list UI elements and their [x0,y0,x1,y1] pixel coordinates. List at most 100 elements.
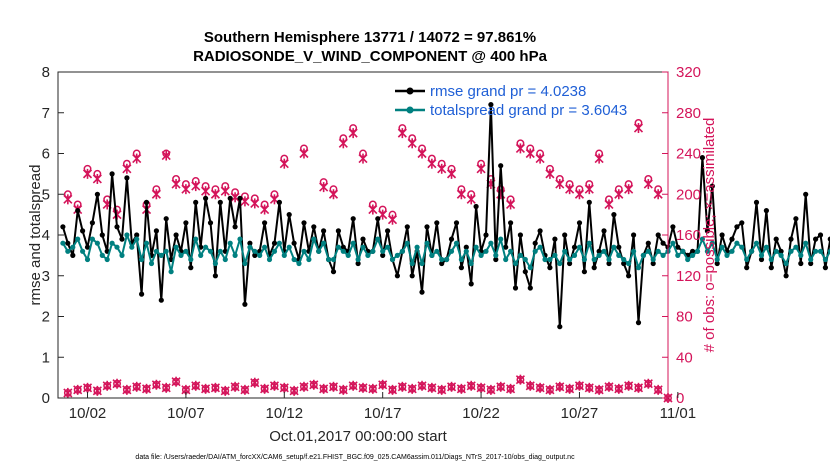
data-file-footnote: data file: /Users/raeder/DAI/ATM_forcXX/… [135,454,575,461]
obs-assimilated-marker [181,184,191,195]
rmse-point [217,199,223,205]
rmse-point [616,244,622,250]
rmse-point [119,236,125,242]
totalspread-point [222,256,228,263]
rmse-point [552,236,558,242]
rmse-point [768,265,774,271]
chart-title-line2: RADIOSONDE_V_WIND_COMPONENT @ 400 hPa [193,48,548,65]
obs-assimilated-marker [614,189,624,200]
totalspread-point [783,260,789,267]
obs-assimilated-marker [210,189,220,200]
totalspread-point [335,244,341,250]
rmse-point [291,240,297,246]
obs-assimilated-marker [633,382,644,393]
y-left-tick-label: 7 [42,105,50,122]
rmse-point [793,216,799,222]
rmse-point [576,220,583,226]
rmse-point [788,236,794,242]
rmse-point [124,175,130,181]
rmse-point [527,285,533,291]
totalspread-point [340,248,346,254]
obs-assimilated-marker [299,148,309,159]
totalspread-point [734,240,740,246]
rmse-point [808,260,814,267]
rmse-point [158,297,164,303]
obs-assimilated-marker [201,383,211,394]
totalspread-point [557,260,563,267]
legend-rmse-marker [406,87,414,95]
obs-assimilated-marker [407,383,417,394]
obs-assimilated-marker [614,383,624,394]
totalspread-point [375,236,381,242]
totalspread-point [188,256,194,263]
rmse-point [655,232,661,238]
obs-assimilated-marker [476,382,486,393]
obs-assimilated-marker [574,380,585,391]
obs-assimilated-marker [496,381,506,392]
rmse-point [385,228,391,234]
totalspread-point [316,248,322,254]
rmse-point [94,191,100,197]
obs-assimilated-marker [250,377,260,388]
totalspread-point [621,256,627,263]
obs-assimilated-marker [368,204,378,215]
obs-assimilated-marker [515,374,525,385]
obs-assimilated-marker [624,380,634,391]
rmse-point [114,224,120,230]
obs-assimilated-marker [220,186,230,197]
totalspread-point [65,248,71,254]
totalspread-point [434,248,440,254]
totalspread-point [670,240,676,246]
totalspread-point [99,252,105,258]
totalspread-point [227,240,233,246]
totalspread-point [744,256,750,263]
totalspread-point [439,256,445,263]
totalspread-point [345,252,351,258]
obs-assimilated-marker [151,189,161,200]
totalspread-point [124,232,130,238]
rmse-point [212,273,218,279]
obs-assimilated-marker [250,198,260,209]
obs-assimilated-marker [555,381,565,392]
totalspread-point [586,240,592,246]
rmse-point [271,240,278,246]
y-left-tick-label: 0 [42,390,50,407]
totalspread-point [330,256,337,263]
rmse-point [139,291,145,297]
y-right-tick-label: 160 [676,227,701,244]
obs-assimilated-marker [446,381,457,392]
obs-assimilated-marker [279,158,289,169]
totalspread-point [753,240,760,246]
totalspread-point [606,256,612,263]
totalspread-point [134,236,140,242]
obs-assimilated-marker [545,168,555,179]
totalspread-point [749,248,755,254]
totalspread-point [247,244,253,250]
totalspread-point [685,256,691,263]
totalspread-point [552,252,558,258]
rmse-point [601,228,607,234]
legend-spread-label: totalspread grand pr = 3.6043 [430,102,627,119]
rmse-point [409,273,415,279]
rmse-point [463,244,469,250]
totalspread-point [778,252,784,258]
y-right-tick-label: 240 [676,146,701,163]
chart-title-line1: Southern Hemisphere 13771 / 14072 = 97.8… [204,29,536,46]
right-axis: 0 40 80 120 160 200 240 280 320 [662,64,701,407]
rmse-point [699,155,706,161]
obs-assimilated-marker [633,123,644,134]
y-right-tick-label: 280 [676,105,701,122]
obs-assimilated-marker [338,384,348,395]
totalspread-point [394,252,400,258]
totalspread-point [522,256,528,263]
totalspread-point [404,240,410,246]
totalspread-point [60,240,66,246]
rmse-point [739,220,745,226]
totalspread-point [217,248,223,254]
obs-assimilated-marker [220,385,230,396]
totalspread-point [380,248,386,254]
totalspread-point [444,256,450,263]
totalspread-point [153,248,159,254]
totalspread-point [601,248,607,254]
obs-assimilated-marker [427,158,437,169]
